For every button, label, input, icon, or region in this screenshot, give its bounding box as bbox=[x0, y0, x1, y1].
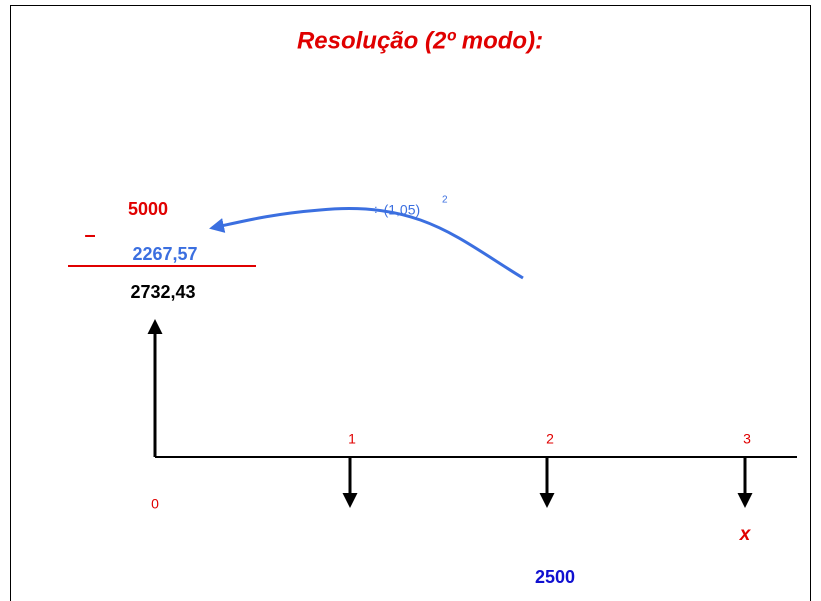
subtrahend: 2267,57 bbox=[132, 244, 197, 264]
period-label: 0 bbox=[151, 496, 159, 512]
frame bbox=[10, 5, 811, 601]
unknown-label: x bbox=[739, 524, 752, 545]
title: Resolução (2º modo): bbox=[297, 27, 543, 54]
discount-label: ÷ (1,05) bbox=[372, 202, 420, 218]
period-label: 2 bbox=[546, 431, 554, 447]
payment-label: 2500 bbox=[535, 567, 575, 587]
discount-exponent: 2 bbox=[442, 195, 448, 206]
period-label: 3 bbox=[743, 431, 751, 447]
operator: – bbox=[84, 224, 95, 246]
minuend: 5000 bbox=[128, 199, 168, 219]
period-label: 1 bbox=[348, 431, 356, 447]
result: 2732,43 bbox=[130, 282, 195, 302]
discount-arrow bbox=[209, 206, 524, 280]
